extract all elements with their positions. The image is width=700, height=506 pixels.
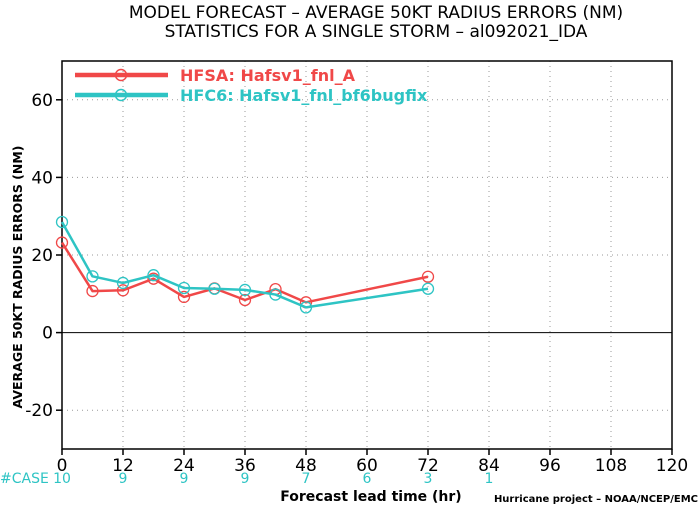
x-tick-label: 120 — [656, 456, 688, 476]
series-1-point — [421, 270, 435, 283]
y-tick-label: 60 — [31, 91, 53, 111]
series-1-point — [86, 284, 99, 298]
case-label: #CASE — [0, 471, 49, 487]
series-2-point — [299, 301, 313, 314]
series-1-point — [177, 290, 191, 304]
x-tick-label: 108 — [595, 456, 627, 476]
case-count: 7 — [302, 471, 311, 487]
series-1-point — [238, 293, 252, 307]
x-tick-label: 72 — [417, 456, 439, 476]
chart-title: MODEL FORECAST – AVERAGE 50KT RADIUS ERR… — [129, 3, 623, 23]
x-tick-label: 48 — [295, 456, 317, 476]
case-counts: #CASE 10 9 9 9 7 6 3 1 — [0, 471, 493, 487]
y-tick-label: 20 — [31, 246, 53, 266]
series-2-point — [86, 270, 99, 283]
x-tick-label: 36 — [234, 456, 256, 476]
y-tick-label: -20 — [25, 401, 53, 421]
series-1-line — [60, 241, 429, 304]
series-1-point — [55, 236, 69, 249]
case-count: 9 — [119, 471, 128, 487]
y-tick-label: 0 — [42, 324, 53, 344]
series-2-point — [177, 281, 191, 295]
series-2-point — [147, 269, 160, 282]
x-tick-label: 84 — [478, 456, 500, 476]
x-tick-label: 12 — [112, 456, 134, 476]
series-2-point — [421, 282, 435, 295]
case-count: 9 — [180, 471, 189, 487]
y-tick-label: 40 — [31, 168, 53, 188]
x-tick-label: 0 — [57, 456, 68, 476]
x-tick-label: 60 — [356, 456, 378, 476]
x-tick-label: 96 — [539, 456, 561, 476]
case-count: 10 — [53, 471, 71, 487]
x-tick-label: 24 — [173, 456, 195, 476]
grid-lines — [62, 61, 672, 449]
series-1-point — [116, 284, 130, 297]
series-2-line — [60, 221, 429, 309]
legend-entry-2: HFC6: Hafsv1_fnl_bf6bugfix — [180, 86, 428, 105]
case-count: 3 — [424, 471, 433, 487]
legend-marker-1 — [114, 68, 128, 82]
legend-entry-1: HFSA: Hafsv1_fnl_A — [180, 66, 356, 85]
case-count: 9 — [241, 471, 250, 487]
series-2-point — [116, 276, 130, 290]
series-2-point — [208, 282, 221, 295]
case-count: 6 — [363, 471, 372, 487]
series-2-point — [238, 283, 252, 297]
chart-subtitle: STATISTICS FOR A SINGLE STORM – al092021… — [165, 22, 588, 42]
y-axis-label: AVERAGE 50KT RADIUS ERRORS (NM) — [10, 145, 25, 408]
series-2-point — [269, 288, 282, 301]
series-layer — [55, 215, 435, 314]
series-2-point — [55, 215, 69, 229]
axis-ticks: 0 12 24 36 48 60 72 84 96 108 120 -20 0 20 40 60 — [25, 91, 688, 476]
legend-marker-2 — [114, 88, 128, 102]
case-count: 1 — [485, 471, 494, 487]
credit-text: Hurricane project – NOAA/NCEP/EMC — [494, 494, 698, 505]
x-axis-label: Forecast lead time (hr) — [280, 489, 461, 505]
